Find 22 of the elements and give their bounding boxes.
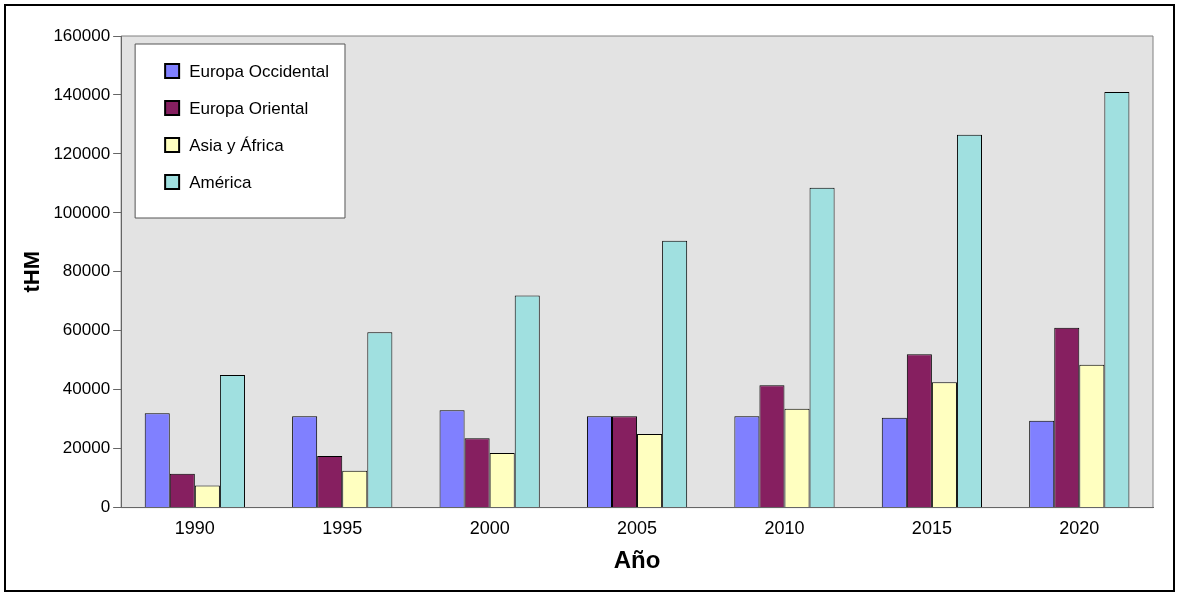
x-tick-label: 2020 xyxy=(1059,518,1100,539)
y-tick-label: 80000 xyxy=(62,261,111,281)
x-tick-label: 2015 xyxy=(911,518,952,539)
x-tick-label: 1995 xyxy=(322,518,363,539)
legend-label: Europa Occidental xyxy=(189,61,329,81)
y-tick-label: 60000 xyxy=(62,320,111,340)
x-tick-label: 2000 xyxy=(469,518,510,539)
x-tick-label: 2005 xyxy=(617,518,658,539)
y-tick-label: 120000 xyxy=(53,143,111,163)
legend-label: Europa Oriental xyxy=(189,98,309,118)
y-tick-label: 100000 xyxy=(53,202,111,222)
x-tick-label: 1990 xyxy=(174,518,215,539)
legend-label: América xyxy=(189,172,253,192)
y-tick-label: 40000 xyxy=(62,379,111,399)
y-tick-label: 160000 xyxy=(53,25,111,45)
x-axis-title: Año xyxy=(613,546,661,574)
legend-label: Asia y África xyxy=(189,135,285,155)
y-tick-label: 0 xyxy=(100,497,111,517)
y-tick-label: 20000 xyxy=(62,438,111,458)
y-axis-title: tHM xyxy=(19,251,45,293)
x-tick-label: 2010 xyxy=(764,518,805,539)
y-tick-label: 140000 xyxy=(53,84,111,104)
